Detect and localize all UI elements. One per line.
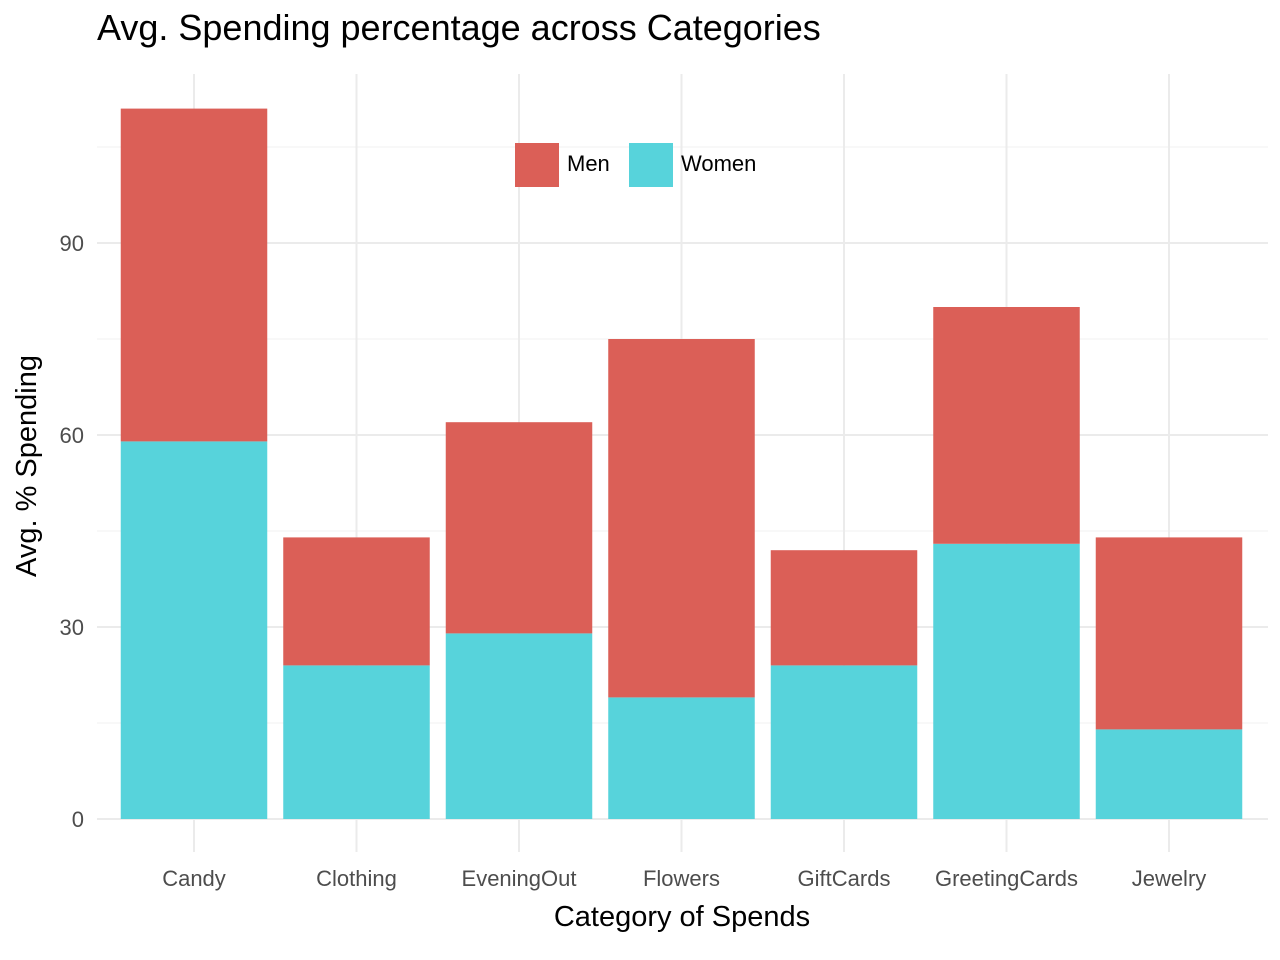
x-tick-label-candy: Candy <box>162 866 226 891</box>
x-tick-label-eveningout: EveningOut <box>462 866 577 891</box>
bar-women-jewelry <box>1095 729 1243 819</box>
y-tick-label: 0 <box>72 807 84 832</box>
bar-men-flowers <box>608 339 755 698</box>
x-tick-label-clothing: Clothing <box>316 866 397 891</box>
y-axis-ticks: 0 30 60 90 <box>60 231 84 832</box>
legend-label-men: Men <box>567 151 610 176</box>
y-tick-label: 30 <box>60 615 84 640</box>
y-axis-title: Avg. % Spending <box>11 355 43 577</box>
x-tick-label-giftcards: GiftCards <box>798 866 891 891</box>
y-tick-label: 90 <box>60 231 84 256</box>
bar-women-giftcards <box>770 665 918 819</box>
x-tick-label-greetingcards: GreetingCards <box>935 866 1078 891</box>
bar-men-eveningout <box>445 422 593 634</box>
x-tick-label-jewelry: Jewelry <box>1132 866 1207 891</box>
bar-women-eveningout <box>445 633 593 819</box>
legend-swatch-men <box>515 143 559 187</box>
legend: Men Women <box>515 143 756 187</box>
bar-men-jewelry <box>1095 537 1243 730</box>
bar-women-clothing <box>283 665 430 819</box>
x-tick-label-flowers: Flowers <box>643 866 720 891</box>
bar-men-clothing <box>283 537 430 666</box>
bar-women-flowers <box>608 697 755 819</box>
legend-label-women: Women <box>681 151 756 176</box>
bar-women-greetingcards <box>933 543 1080 819</box>
x-axis-ticks: Candy Clothing EveningOut Flowers GiftCards G… <box>162 866 1206 891</box>
x-axis-title: Category of Spends <box>554 901 810 933</box>
legend-swatch-women <box>629 143 673 187</box>
bars <box>120 108 1243 819</box>
bar-men-greetingcards <box>933 307 1080 544</box>
chart-title: Avg. Spending percentage across Categori… <box>97 7 821 48</box>
bar-women-candy <box>120 441 268 819</box>
y-tick-label: 60 <box>60 423 84 448</box>
bar-men-candy <box>120 108 268 442</box>
bar-men-giftcards <box>770 550 918 666</box>
